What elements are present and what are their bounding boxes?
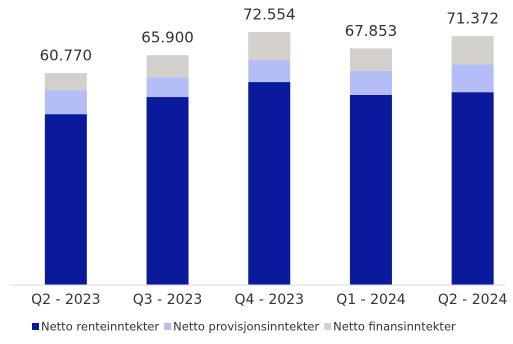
x-tick-label: Q1 - 2024	[336, 292, 406, 308]
x-tick-label: Q3 - 2023	[133, 292, 203, 308]
legend-label: Netto renteinntekter	[41, 320, 159, 334]
legend-swatch	[32, 323, 39, 330]
total-label: 60.770	[40, 47, 93, 65]
total-label: 72.554	[243, 6, 296, 24]
total-label: 67.853	[345, 22, 398, 40]
bar-segment	[451, 92, 494, 285]
bar-segment	[349, 48, 392, 71]
bar-segment	[146, 77, 189, 98]
bar-segment	[451, 64, 494, 93]
bar-segment	[146, 55, 189, 78]
bar-segment	[248, 60, 291, 83]
bar-segment	[248, 82, 291, 286]
bar-segment	[44, 114, 87, 286]
total-label: 65.900	[141, 29, 194, 47]
x-tick-label: Q4 - 2023	[234, 292, 304, 308]
legend-label: Netto provisjonsinntekter	[173, 320, 319, 334]
bar-segment	[44, 73, 87, 91]
bar-segment	[451, 36, 494, 65]
bar-segment	[146, 97, 189, 285]
legend-swatch	[164, 323, 172, 330]
bar-segment	[44, 90, 87, 115]
bar-segment	[349, 94, 392, 285]
bar-segment	[349, 70, 392, 95]
total-label: 71.372	[446, 10, 499, 28]
legend-label: Netto finansinntekter	[333, 320, 456, 334]
legend-swatch	[324, 323, 332, 330]
x-tick-label: Q2 - 2023	[31, 292, 101, 308]
x-tick-label: Q2 - 2024	[438, 292, 508, 308]
bar-segment	[248, 32, 291, 61]
